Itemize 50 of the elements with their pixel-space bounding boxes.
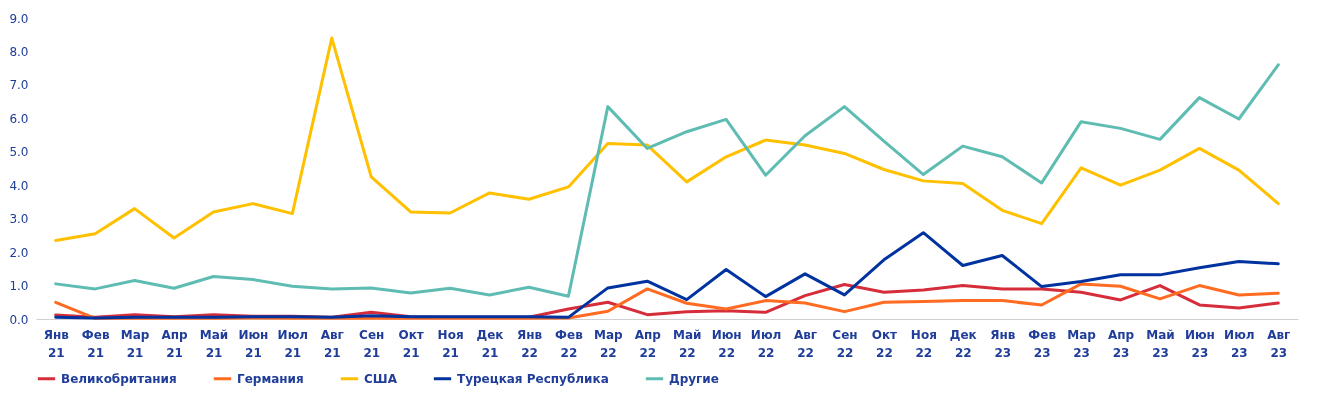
line-series — [54, 36, 1280, 242]
line-series — [54, 231, 1280, 320]
x-tick-label: Ноя 22 — [910, 327, 937, 360]
x-tick-label: Май 22 — [672, 327, 702, 360]
x-tick-label: Мар 21 — [120, 327, 150, 360]
y-tick-label: 2.0 — [9, 245, 29, 260]
x-tick-label: Июл 22 — [750, 327, 782, 360]
x-tick-label: Дек 21 — [476, 327, 504, 360]
x-tick-label: Фев 21 — [81, 327, 110, 360]
x-tick-label: Ноя 21 — [437, 327, 464, 360]
x-tick-label: Мар 22 — [594, 327, 624, 360]
y-tick-label: 0.0 — [9, 312, 29, 327]
x-tick-label: Апр 21 — [161, 327, 189, 360]
x-tick-label: Фев 23 — [1028, 327, 1057, 360]
x-tick-label: Апр 22 — [634, 327, 662, 360]
x-tick-label: Июн 22 — [711, 327, 742, 360]
legend-label: Другие — [669, 371, 719, 386]
x-tick-label: Янв 22 — [516, 327, 543, 360]
x-tick-label: Июн 21 — [238, 327, 269, 360]
x-tick-label: Апр 23 — [1107, 327, 1135, 360]
x-tick-label: Янв 23 — [990, 327, 1016, 360]
x-tick-label: Авг 21 — [320, 327, 344, 360]
x-tick-label: Июл 23 — [1224, 327, 1255, 360]
y-tick-label: 3.0 — [9, 212, 29, 227]
y-tick-label: 7.0 — [9, 78, 29, 93]
x-tick-label: Сен 21 — [359, 327, 385, 360]
y-tick-label: 8.0 — [9, 44, 29, 59]
x-tick-label: Окт 22 — [871, 327, 898, 360]
x-tick-label: Авг 23 — [1267, 327, 1291, 360]
x-tick-label: Авг 22 — [793, 327, 818, 360]
x-tick-label: Май 21 — [199, 327, 229, 360]
y-tick-label: 5.0 — [9, 145, 29, 160]
x-tick-label: Дек 22 — [949, 327, 977, 360]
x-tick-label: Июн 23 — [1184, 327, 1215, 360]
x-tick-label: Июл 21 — [277, 327, 309, 360]
x-tick-label: Май 23 — [1146, 327, 1175, 360]
x-tick-label: Янв 21 — [43, 327, 70, 360]
x-tick-label: Сен 22 — [832, 327, 858, 360]
line-series — [54, 63, 1280, 298]
x-tick-label: Окт 21 — [398, 327, 424, 360]
legend-label: США — [364, 371, 398, 386]
y-tick-label: 4.0 — [9, 178, 29, 193]
x-tick-label: Мар 23 — [1067, 327, 1097, 360]
x-tick-label: Фев 22 — [555, 327, 584, 360]
y-tick-label: 9.0 — [9, 11, 29, 26]
legend-label: Великобритания — [61, 371, 177, 386]
y-tick-label: 6.0 — [9, 111, 29, 126]
y-tick-label: 1.0 — [9, 279, 29, 294]
legend-label: Турецкая Республика — [457, 371, 609, 386]
legend-label: Германия — [237, 371, 304, 386]
